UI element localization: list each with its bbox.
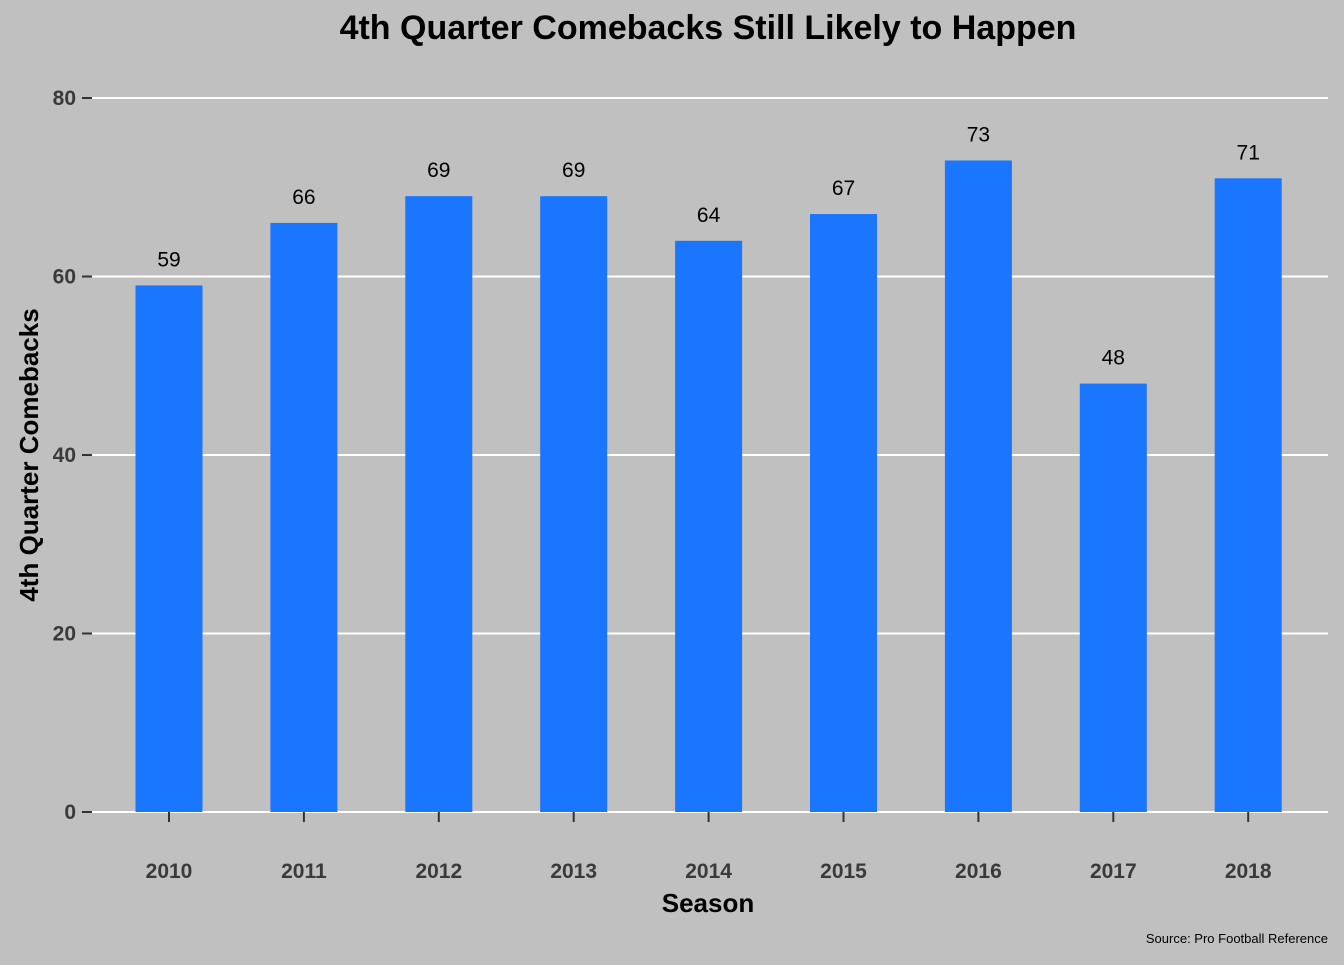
data-labels: 59 66 69 69 64 67 73 48 71 <box>157 123 1260 369</box>
x-axis-ticks: 2010 2011 2012 2013 2014 2015 2016 2017 2018 <box>146 812 1272 883</box>
x-tick-label: 2018 <box>1225 860 1272 883</box>
data-label: 64 <box>697 204 721 227</box>
data-label: 69 <box>562 159 585 182</box>
data-label: 73 <box>967 123 990 146</box>
data-label: 59 <box>157 248 180 271</box>
y-tick-label: 40 <box>53 444 76 467</box>
chart-title: 4th Quarter Comebacks Still Likely to Ha… <box>340 9 1077 47</box>
data-label: 48 <box>1102 347 1125 370</box>
bar-2011 <box>270 222 338 812</box>
bar-2018 <box>1214 178 1282 812</box>
bar-2015 <box>810 214 877 812</box>
y-tick-label: 60 <box>53 266 76 289</box>
x-tick-label: 2017 <box>1090 860 1137 883</box>
x-tick-label: 2014 <box>685 860 732 883</box>
y-axis-ticks: 0 20 40 60 80 <box>53 87 92 824</box>
data-label: 71 <box>1237 141 1260 164</box>
bar-2016 <box>944 160 1012 813</box>
y-tick-label: 80 <box>53 87 76 110</box>
bar-2013 <box>540 196 608 813</box>
x-tick-label: 2010 <box>146 860 193 883</box>
x-axis-title: Season <box>662 888 755 918</box>
bars <box>135 160 1282 813</box>
source-caption: Source: Pro Football Reference <box>1146 931 1328 946</box>
bar-2010 <box>135 285 203 812</box>
bar-2017 <box>1079 383 1147 812</box>
x-tick-label: 2011 <box>281 860 327 883</box>
data-label: 69 <box>427 159 450 182</box>
y-axis-title: 4th Quarter Comebacks <box>14 308 44 601</box>
x-tick-label: 2015 <box>820 860 867 883</box>
bar-2014 <box>675 240 743 813</box>
x-tick-label: 2016 <box>955 860 1002 883</box>
y-tick-label: 20 <box>53 623 76 646</box>
y-tick-label: 0 <box>64 801 76 824</box>
data-label: 67 <box>832 177 855 200</box>
x-tick-label: 2012 <box>415 860 462 883</box>
x-tick-label: 2013 <box>550 860 597 883</box>
data-label: 66 <box>292 186 315 209</box>
bar-2012 <box>405 196 473 813</box>
